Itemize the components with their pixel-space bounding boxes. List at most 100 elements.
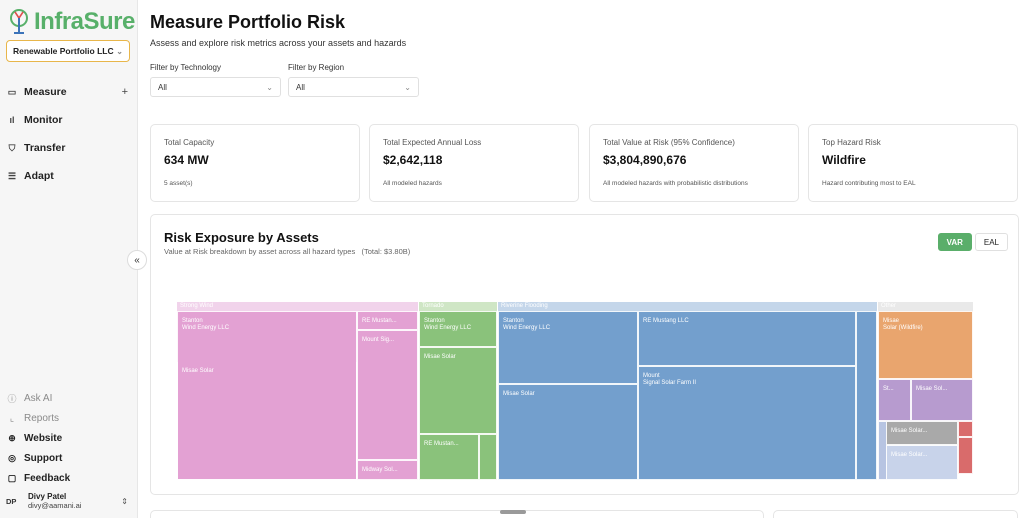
- user-name: Divy Patel: [28, 492, 67, 501]
- chevron-down-icon: ⌄: [266, 82, 273, 92]
- brand-logo[interactable]: InfraSure: [8, 8, 135, 36]
- nav-item-feedback[interactable]: ▢ Feedback: [6, 468, 132, 488]
- cell-line1: RE Mustang LLC: [643, 318, 689, 324]
- cell-line1: Misae Solar: [182, 368, 214, 374]
- var-toggle-button[interactable]: VAR: [937, 233, 972, 251]
- user-email: divy@aamani.ai: [28, 501, 82, 510]
- cell-line1: St...: [883, 386, 894, 392]
- treemap-cell[interactable]: [856, 311, 877, 480]
- treemap-cell[interactable]: Misae Solar...: [886, 421, 958, 445]
- nav-item-label: Support: [24, 452, 63, 464]
- treemap-cell[interactable]: RE Mustan...: [419, 434, 479, 480]
- nav-item-measure[interactable]: ▭ Measure +: [6, 78, 132, 106]
- treemap-cell[interactable]: Misae Solar: [498, 384, 638, 480]
- chevron-updown-icon: ⇕: [121, 496, 128, 506]
- metric-toggle: VAR EAL: [937, 233, 1008, 251]
- shield-icon: ⛉: [8, 142, 16, 153]
- user-info: Divy Patel divy@aamani.ai: [28, 492, 81, 510]
- nav-item-support[interactable]: ◎ Support: [6, 448, 132, 468]
- panel-total: (Total: $3.80B): [361, 247, 411, 256]
- nav-item-transfer[interactable]: ⛉ Transfer: [6, 134, 132, 162]
- technology-filter: Filter by Technology All ⌄: [150, 63, 281, 97]
- treemap-cell[interactable]: Stanton Wind Energy LLC: [419, 311, 497, 347]
- panel-subtitle: Value at Risk breakdown by asset across …: [164, 247, 410, 256]
- treemap-group-riverine-flooding[interactable]: Riverine Flooding Stanton Wind Energy LL…: [498, 302, 877, 480]
- nav-item-label: Transfer: [24, 142, 66, 154]
- logo-mark-icon: [10, 9, 28, 34]
- region-filter: Filter by Region All ⌄: [288, 63, 419, 97]
- treemap-cell[interactable]: Misae Solar (Wildfire): [878, 311, 973, 379]
- treemap-cell[interactable]: Misae Solar...: [886, 445, 958, 480]
- treemap-cell[interactable]: Misae Solar: [419, 347, 497, 434]
- org-selector[interactable]: Renewable Portfolio LLC ⌄: [6, 40, 130, 62]
- region-select[interactable]: All ⌄: [288, 77, 419, 97]
- treemap-group-header: Other: [878, 302, 973, 311]
- treemap-cell[interactable]: Stanton Wind Energy LLC: [498, 311, 638, 384]
- nav-item-label: Reports: [24, 412, 60, 424]
- nav-item-reports[interactable]: ⌞ Reports: [6, 408, 132, 428]
- treemap-group-other[interactable]: Other Misae Solar (Wildfire) St... Misae…: [878, 302, 973, 480]
- folder-icon: ▭: [7, 86, 17, 97]
- cell-line2: Wind Energy LLC: [182, 325, 230, 331]
- treemap-group-strong-wind[interactable]: Strong Wind Stanton Wind Energy LLC Misa…: [177, 302, 418, 480]
- risk-treemap: Strong Wind Stanton Wind Energy LLC Misa…: [177, 302, 973, 480]
- sliders-icon: ☰: [7, 170, 17, 181]
- eal-toggle-button[interactable]: EAL: [974, 233, 1008, 251]
- scroll-handle[interactable]: [500, 510, 526, 514]
- brand-name: InfraSure: [34, 8, 135, 35]
- cell-line2: Wind Energy LLC: [503, 325, 551, 331]
- nav-item-ask-ai[interactable]: ⓘ Ask AI: [6, 388, 132, 408]
- risk-exposure-panel: Risk Exposure by Assets Value at Risk br…: [150, 214, 1019, 495]
- nav-item-monitor[interactable]: ıl Monitor: [6, 106, 132, 134]
- nav-item-label: Measure: [24, 86, 67, 98]
- treemap-cell[interactable]: Mount Sig...: [357, 330, 418, 460]
- cell-line1: Misae Solar: [503, 391, 535, 397]
- cell-line2: Signal Solar Farm II: [643, 380, 697, 386]
- cell-line1: RE Mustan...: [362, 318, 397, 324]
- treemap-cell[interactable]: RE Mustan...: [357, 311, 418, 330]
- cell-line2: Solar (Wildfire): [883, 325, 923, 331]
- metric-card-capacity: Total Capacity 634 MW 5 asset(s): [150, 124, 360, 202]
- card-note: All modeled hazards: [383, 180, 442, 187]
- double-chevron-left-icon: «: [134, 254, 140, 266]
- chevron-down-icon: ⌄: [116, 46, 123, 56]
- treemap-group-header: Strong Wind: [177, 302, 418, 311]
- collapse-sidebar-button[interactable]: «: [127, 250, 147, 270]
- nav-item-label: Monitor: [24, 114, 63, 126]
- metric-card-top-hazard: Top Hazard Risk Wildfire Hazard contribu…: [808, 124, 1018, 202]
- nav-item-website[interactable]: ⊕ Website: [6, 428, 132, 448]
- technology-select[interactable]: All ⌄: [150, 77, 281, 97]
- globe-icon: ⊕: [8, 432, 16, 443]
- treemap-cell[interactable]: Midway Sol...: [357, 460, 418, 480]
- lower-side-panel: [773, 510, 1018, 518]
- cell-line1: Stanton: [182, 318, 203, 324]
- page-title: Measure Portfolio Risk: [150, 12, 346, 32]
- bottom-nav: ⓘ Ask AI ⌞ Reports ⊕ Website ◎ Support ▢…: [6, 388, 132, 488]
- cell-line1: Misae Solar...: [891, 428, 928, 434]
- card-title: Top Hazard Risk: [822, 138, 881, 147]
- cell-line1: Stanton: [424, 318, 445, 324]
- treemap-cell[interactable]: Misae Sol...: [911, 379, 973, 421]
- treemap-cell[interactable]: [958, 421, 973, 437]
- treemap-cell[interactable]: [958, 437, 973, 474]
- select-value: All: [296, 82, 305, 92]
- metric-card-var: Total Value at Risk (95% Confidence) $3,…: [589, 124, 799, 202]
- user-menu[interactable]: DP Divy Patel divy@aamani.ai ⇕: [6, 492, 132, 510]
- card-value: 634 MW: [164, 153, 209, 167]
- treemap-cell[interactable]: [479, 434, 497, 480]
- plus-icon[interactable]: +: [121, 86, 128, 98]
- treemap-cell[interactable]: Mount Signal Solar Farm II: [638, 366, 856, 480]
- treemap-group-tornado[interactable]: Tornado Stanton Wind Energy LLC Misae So…: [419, 302, 497, 480]
- card-title: Total Expected Annual Loss: [383, 138, 482, 147]
- org-selector-value: Renewable Portfolio LLC: [13, 46, 114, 56]
- card-note: 5 asset(s): [164, 180, 193, 187]
- card-value: $3,804,890,676: [603, 153, 687, 167]
- cell-line1: Mount Sig...: [362, 337, 395, 343]
- treemap-cell[interactable]: St...: [878, 379, 911, 421]
- treemap-cell[interactable]: Misae Solar: [177, 362, 357, 480]
- treemap-cell[interactable]: RE Mustang LLC: [638, 311, 856, 366]
- cell-line2: Wind Energy LLC: [424, 325, 472, 331]
- filter-label: Filter by Region: [288, 63, 345, 72]
- nav-item-adapt[interactable]: ☰ Adapt: [6, 162, 132, 190]
- card-note: Hazard contributing most to EAL: [822, 180, 916, 187]
